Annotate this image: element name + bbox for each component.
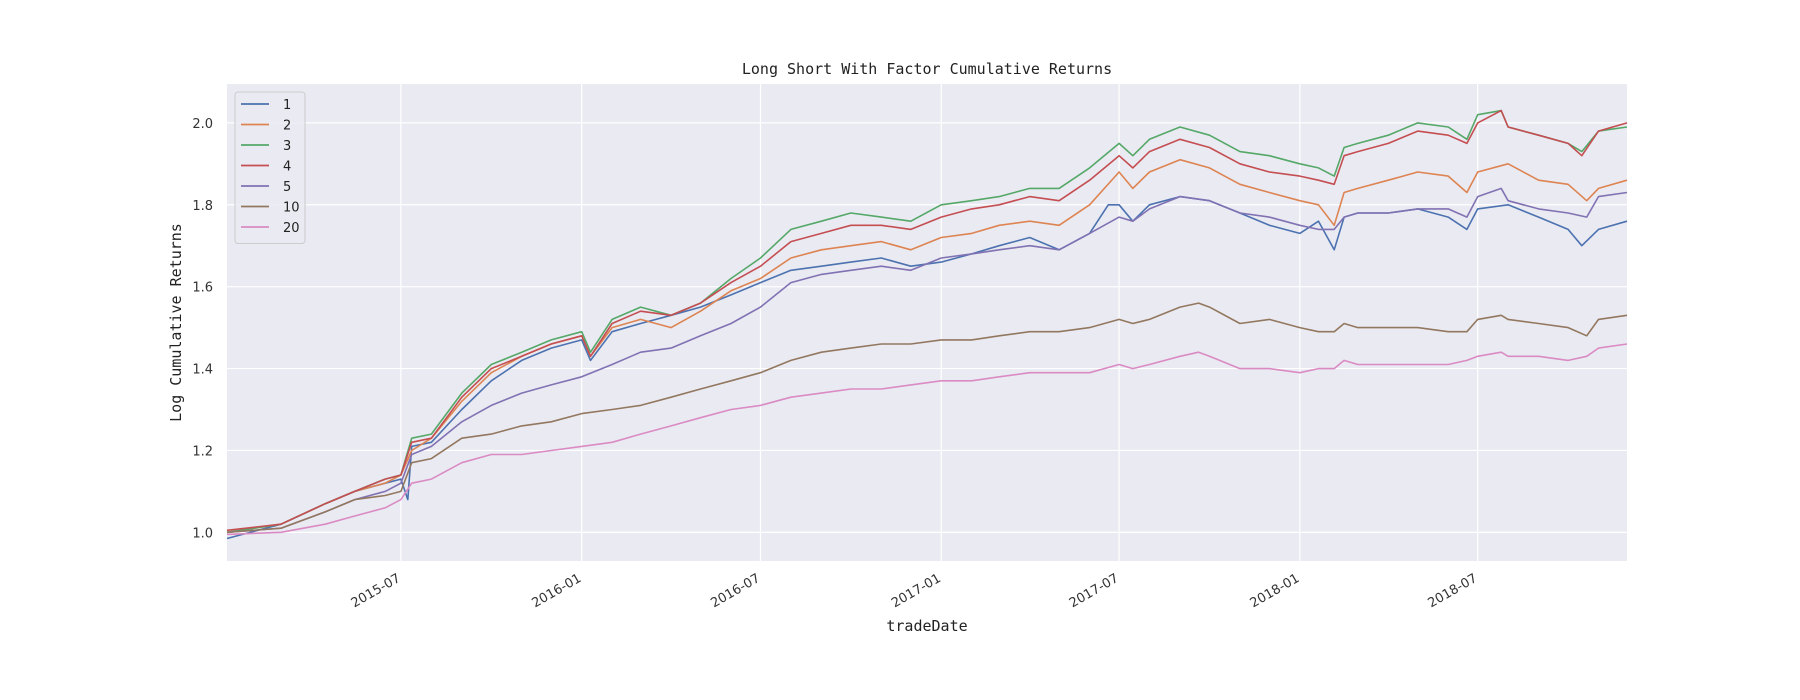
legend-label: 20 [283,221,300,236]
legend-label: 10 [283,201,300,216]
series-line-4 [226,109,1628,532]
series-line-3 [226,109,1628,534]
plot-area [227,84,1627,561]
legend-label: 3 [283,139,291,154]
series-line-2 [226,158,1628,534]
series-line-20 [226,343,1628,536]
x-tick-label: 2016-01 [530,571,585,611]
y-axis-label: Log Cumulative Returns [167,223,185,422]
y-tick-label: 1.4 [192,363,213,378]
y-tick-label: 2.0 [192,117,213,132]
x-tick-label: 2016-07 [708,571,763,611]
x-axis-label: tradeDate [886,617,967,635]
series-lines [226,109,1628,540]
x-tick-label: 2017-07 [1067,571,1122,611]
legend: 1 2 3 4 5 10 20 [234,91,306,244]
y-tick-label: 1.8 [192,199,213,214]
x-tick-labels: 2015-07 2016-01 2016-07 2017-01 2017-07 2018-… [349,571,1480,611]
y-tick-label: 1.6 [192,281,213,296]
x-tick-label: 2018-07 [1426,571,1481,611]
x-tick-label: 2018-01 [1248,571,1303,611]
legend-label: 2 [283,119,291,134]
y-tick-labels: 1.0 1.2 1.4 1.6 1.8 2.0 [192,117,213,541]
legend-label: 1 [283,98,291,113]
legend-label: 4 [283,160,291,175]
chart-title: Long Short With Factor Cumulative Return… [742,60,1112,78]
y-tick-label: 1.0 [192,526,213,541]
legend-label: 5 [283,180,291,195]
x-tick-label: 2017-01 [889,571,944,611]
x-tick-label: 2015-07 [349,571,404,611]
series-line-5 [226,187,1628,534]
series-line-10 [226,302,1628,534]
y-tick-label: 1.2 [192,444,213,459]
